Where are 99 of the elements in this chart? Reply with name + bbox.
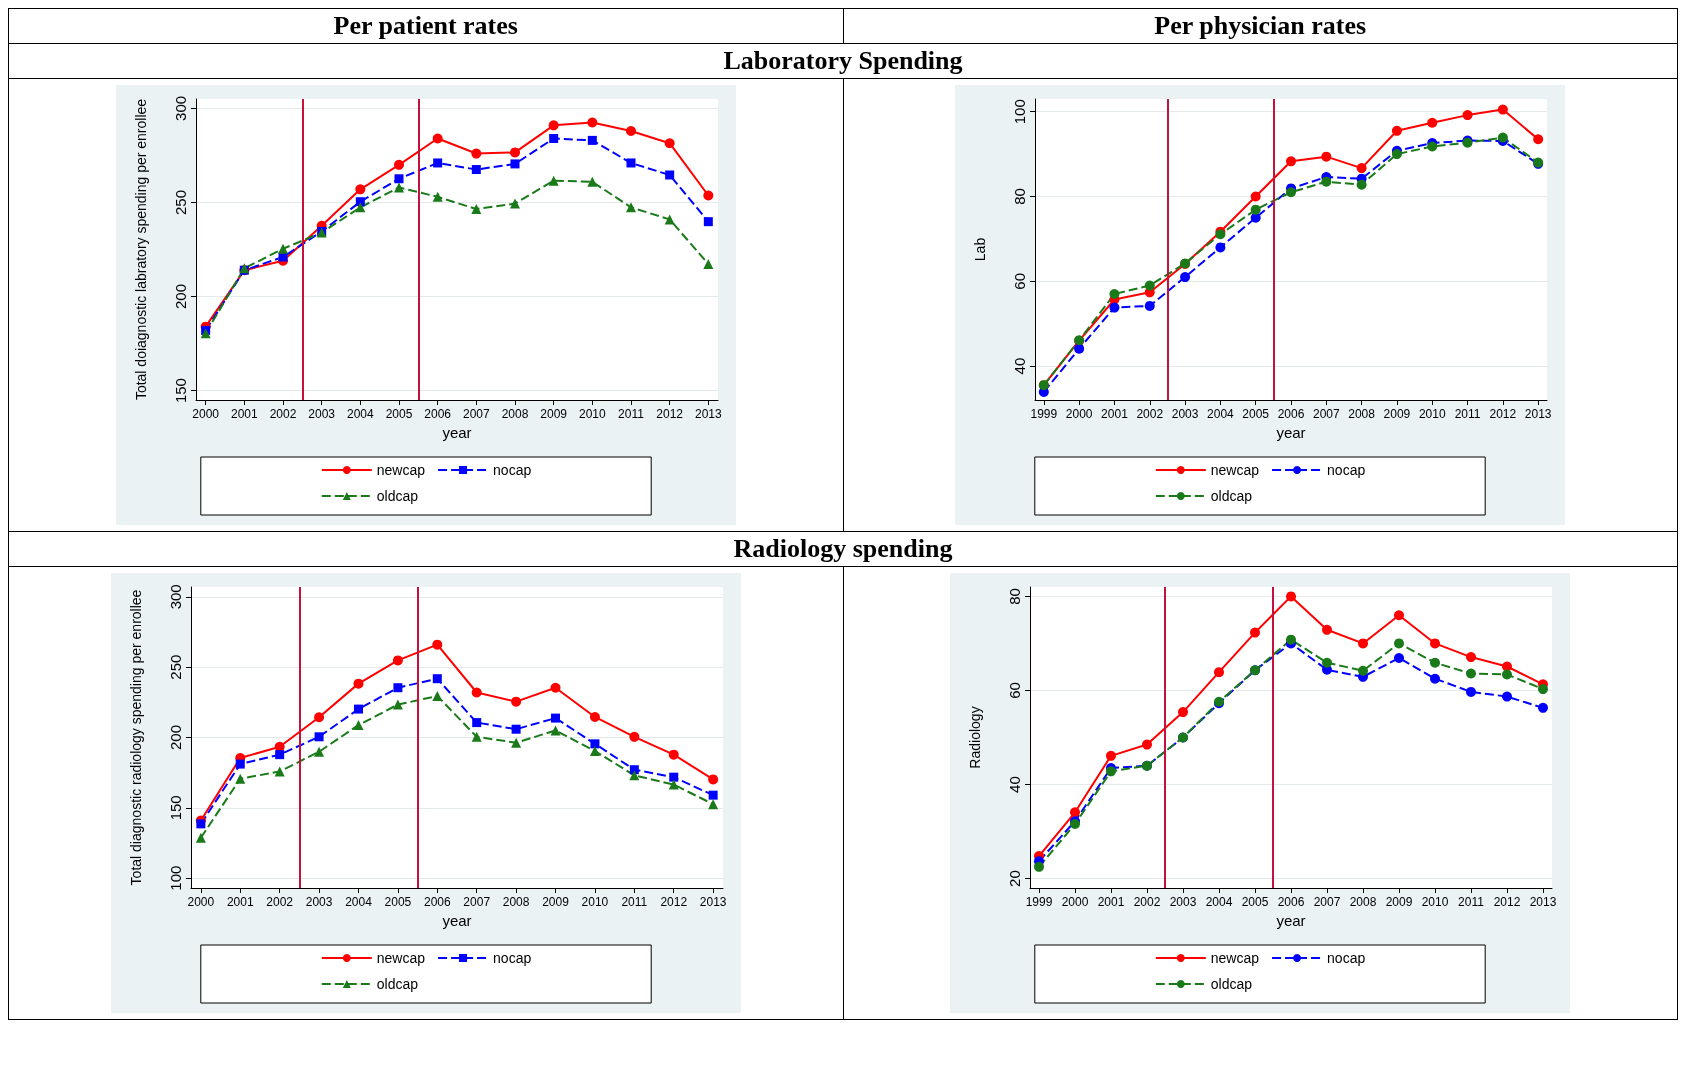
y-axis-title: Total doiagnostic labratory spending per enrollee — [132, 98, 149, 401]
x-tick-label: 2006 — [1277, 895, 1305, 909]
y-tick-label: 80 — [1006, 588, 1024, 605]
x-tick-label: 2005 — [1241, 895, 1269, 909]
x-tick-label: 2001 — [226, 895, 254, 909]
x-tick-label: 2004 — [344, 895, 372, 909]
y-tick-label: 150 — [166, 795, 184, 821]
legend-label: newcap — [1211, 950, 1260, 966]
x-tick-label: 2004 — [346, 407, 374, 421]
y-tick-label: 100 — [166, 865, 184, 891]
x-tick-label: 1999 — [1025, 895, 1053, 909]
x-tick-label: 2011 — [1458, 895, 1485, 909]
x-tick-label: 2008 — [1348, 407, 1376, 421]
x-tick-label: 2005 — [385, 407, 413, 421]
x-tick-label: 2004 — [1207, 407, 1235, 421]
x-tick-label: 2002 — [266, 895, 294, 909]
x-tick-label: 2012 — [656, 407, 684, 421]
x-tick-label: 2007 — [462, 407, 490, 421]
x-tick-label: 2011 — [621, 895, 648, 909]
x-tick-label: 2011 — [1454, 407, 1482, 421]
x-tick-label: 2008 — [502, 895, 530, 909]
legend-label: oldcap — [376, 488, 419, 504]
x-tick-label: 2002 — [1133, 895, 1161, 909]
x-axis-title: year — [1276, 423, 1306, 441]
y-tick-label: 250 — [166, 654, 184, 680]
legend-label: newcap — [376, 462, 426, 478]
x-tick-label: 2003 — [308, 407, 336, 421]
y-tick-label: 40 — [1006, 776, 1024, 793]
y-tick-label: 100 — [1011, 99, 1029, 125]
y-tick-label: 200 — [171, 284, 189, 310]
x-tick-label: 2007 — [1313, 895, 1341, 909]
x-tick-label: 2009 — [1385, 895, 1413, 909]
x-tick-label: 2013 — [1525, 407, 1553, 421]
x-tick-label: 2001 — [1101, 407, 1129, 421]
y-tick-label: 20 — [1006, 870, 1024, 887]
chart-title: Per physician rates — [843, 8, 1678, 44]
text: Radiology spending — [8, 531, 1678, 567]
y-tick-label: 40 — [1011, 357, 1029, 375]
y-tick-label: 300 — [166, 584, 184, 610]
x-tick-label: 2005 — [384, 895, 412, 909]
x-tick-label: 2009 — [541, 895, 569, 909]
x-axis-title: year — [442, 911, 472, 929]
legend-label: nocap — [1327, 462, 1366, 478]
y-tick-label: 250 — [171, 189, 189, 215]
x-tick-label: 2011 — [617, 407, 644, 421]
x-tick-label: 2000 — [192, 407, 220, 421]
x-tick-label: 2004 — [1205, 895, 1233, 909]
y-tick-label: 300 — [171, 95, 189, 121]
x-tick-label: 2001 — [230, 407, 258, 421]
x-tick-label: 2003 — [305, 895, 333, 909]
x-tick-label: 2006 — [424, 407, 452, 421]
x-tick-label: 2010 — [1419, 407, 1447, 421]
x-tick-label: 2000 — [1061, 895, 1089, 909]
x-tick-label: 2008 — [1349, 895, 1377, 909]
y-axis-title: Lab — [972, 237, 989, 262]
x-tick-label: 2000 — [187, 895, 215, 909]
y-tick-label: 60 — [1011, 272, 1029, 290]
x-tick-label: 2010 — [578, 407, 606, 421]
x-axis-title: year — [1276, 911, 1306, 929]
x-axis-title: year — [442, 423, 472, 441]
x-tick-label: 2007 — [463, 895, 491, 909]
x-tick-label: 2010 — [581, 895, 609, 909]
y-tick-label: 150 — [171, 378, 189, 404]
y-tick-label: 80 — [1011, 188, 1029, 205]
chart-title: Per patient rates — [8, 8, 843, 44]
legend-label: oldcap — [376, 976, 419, 992]
x-tick-label: 2000 — [1066, 407, 1094, 421]
x-tick-label: 2010 — [1421, 895, 1449, 909]
x-tick-label: 2005 — [1242, 407, 1270, 421]
x-tick-label: 2012 — [1493, 895, 1521, 909]
x-tick-label: 2007 — [1313, 407, 1341, 421]
text: Laboratory Spending — [8, 43, 1678, 79]
x-tick-label: 2013 — [1529, 895, 1557, 909]
x-tick-label: 2012 — [1489, 407, 1517, 421]
x-tick-label: 1999 — [1030, 407, 1058, 421]
y-tick-label: 60 — [1006, 682, 1024, 699]
legend-label: nocap — [1327, 950, 1366, 966]
x-tick-label: 2002 — [1136, 407, 1164, 421]
x-tick-label: 2009 — [1383, 407, 1411, 421]
legend-label: nocap — [492, 462, 532, 478]
legend-label: newcap — [376, 950, 426, 966]
x-tick-label: 2013 — [699, 895, 727, 909]
x-tick-label: 2003 — [1169, 895, 1197, 909]
legend-label: newcap — [1211, 462, 1260, 478]
legend-label: oldcap — [1211, 488, 1253, 504]
x-tick-label: 2003 — [1171, 407, 1199, 421]
y-axis-title: Radiology — [967, 706, 984, 769]
x-tick-label: 2012 — [660, 895, 688, 909]
legend-label: oldcap — [1211, 976, 1253, 992]
y-axis-title: Total diagnostic radiology spending per enrollee — [127, 589, 144, 886]
x-tick-label: 2002 — [269, 407, 297, 421]
x-tick-label: 2009 — [540, 407, 568, 421]
legend-label: nocap — [492, 950, 532, 966]
x-tick-label: 2006 — [423, 895, 451, 909]
y-tick-label: 200 — [166, 724, 184, 751]
x-tick-label: 2008 — [501, 407, 529, 421]
x-tick-label: 2013 — [694, 407, 722, 421]
x-tick-label: 2006 — [1277, 407, 1305, 421]
x-tick-label: 2001 — [1097, 895, 1125, 909]
